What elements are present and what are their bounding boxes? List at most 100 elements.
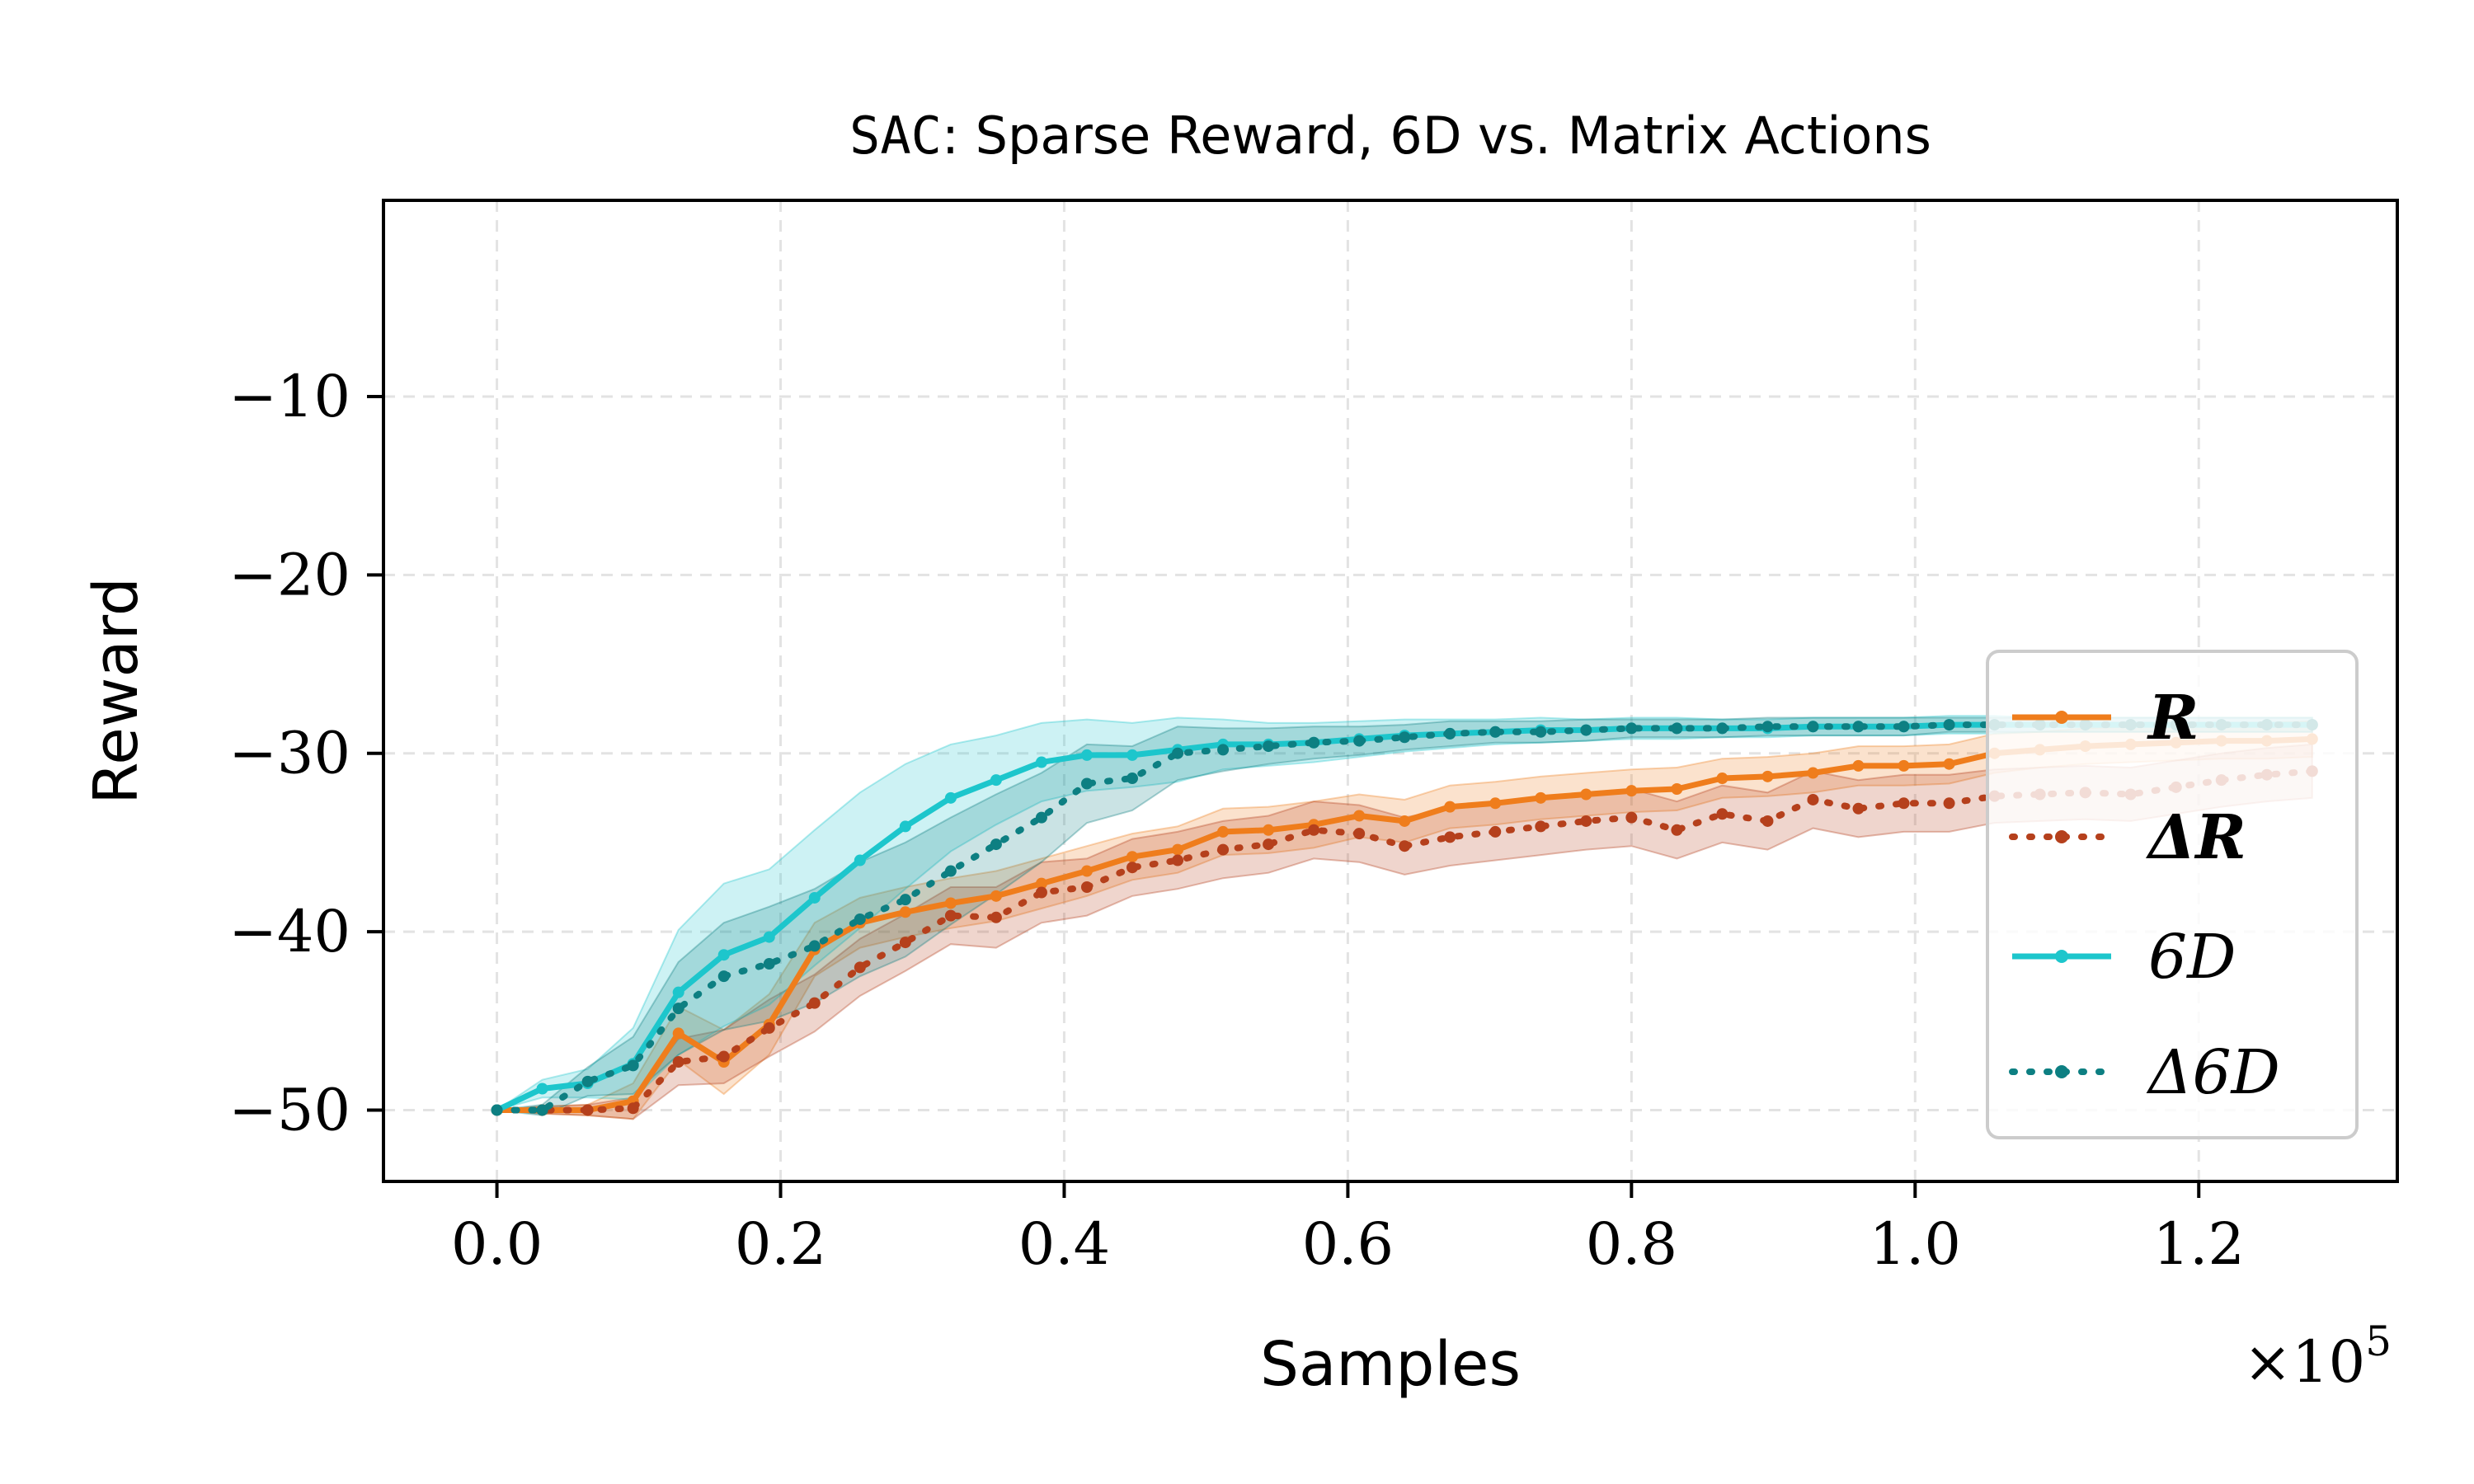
series-point-3 — [1126, 773, 1139, 785]
series-point-3 — [899, 894, 911, 906]
series-point-3 — [1172, 747, 1184, 759]
x-tick-label: 0.2 — [735, 1210, 826, 1278]
series-point-2 — [899, 820, 911, 833]
series-point-3 — [536, 1104, 548, 1116]
series-point-1 — [763, 1021, 775, 1034]
x-tick-label: 1.0 — [1870, 1210, 1961, 1278]
series-point-1 — [944, 909, 957, 922]
series-point-3 — [1943, 719, 1955, 731]
series-point-1 — [1852, 802, 1865, 815]
legend-marker-1 — [2055, 830, 2068, 843]
series-point-3 — [1580, 724, 1592, 736]
series-point-1 — [1263, 838, 1275, 851]
series-point-0 — [1217, 825, 1230, 838]
series-point-3 — [990, 838, 1002, 851]
legend-marker-3 — [2055, 1065, 2068, 1078]
y-axis-label: Reward — [81, 577, 152, 805]
series-point-0 — [672, 1027, 684, 1040]
series-point-2 — [854, 854, 866, 866]
series-point-3 — [627, 1059, 639, 1072]
series-point-3 — [944, 865, 957, 877]
series-point-3 — [1852, 721, 1865, 733]
x-axis-label: Samples — [1260, 1329, 1521, 1400]
series-point-0 — [1399, 815, 1411, 827]
series-point-1 — [1716, 808, 1729, 820]
series-point-0 — [1761, 770, 1774, 782]
series-point-0 — [1625, 785, 1638, 797]
legend-label-1: ΔR — [2145, 802, 2246, 873]
series-point-2 — [717, 949, 730, 961]
series-point-3 — [1444, 727, 1456, 740]
series-point-1 — [1535, 820, 1547, 833]
x-multiplier-exponent: 5 — [2365, 1317, 2392, 1365]
series-point-2 — [536, 1082, 548, 1095]
series-point-1 — [672, 1056, 684, 1068]
series-point-0 — [1716, 773, 1729, 785]
chart-title-rest: : Sparse Reward, 6D vs. Matrix Actions — [942, 106, 1931, 166]
y-tick-label: −40 — [228, 898, 350, 965]
series-point-0 — [1353, 810, 1366, 822]
x-multiplier: ×105 — [2243, 1317, 2392, 1396]
legend-box — [1986, 650, 2359, 1139]
series-point-1 — [1126, 862, 1139, 874]
y-tick-label: −20 — [228, 541, 350, 608]
y-tick-label: −50 — [228, 1076, 350, 1144]
series-point-1 — [990, 911, 1002, 923]
series-point-1 — [854, 961, 866, 974]
series-point-3 — [1898, 721, 1910, 733]
chart-title-prefix: SAC — [849, 106, 942, 166]
series-point-2 — [672, 986, 684, 998]
series-point-3 — [1035, 811, 1047, 824]
series-point-1 — [1172, 854, 1184, 866]
series-point-3 — [1716, 722, 1729, 735]
series-point-1 — [1399, 840, 1411, 852]
series-point-1 — [1761, 815, 1774, 827]
chart-title: SAC: Sparse Reward, 6D vs. Matrix Action… — [849, 106, 1931, 166]
series-point-3 — [491, 1104, 503, 1116]
series-point-0 — [899, 906, 911, 918]
x-tick-label: 0.8 — [1586, 1210, 1677, 1278]
series-point-1 — [1489, 825, 1502, 838]
series-point-2 — [1035, 756, 1047, 768]
series-point-0 — [1035, 877, 1047, 890]
series-point-2 — [763, 931, 775, 943]
series-point-1 — [1625, 811, 1638, 824]
legend-label-3: Δ6D — [2146, 1037, 2280, 1108]
x-tick-label: 0.6 — [1302, 1210, 1394, 1278]
legend-label-0: R — [2147, 683, 2199, 754]
series-point-3 — [1263, 740, 1275, 753]
series-point-3 — [672, 1003, 684, 1015]
legend-marker-2 — [2055, 950, 2068, 963]
series-point-3 — [1671, 722, 1683, 735]
series-point-2 — [944, 791, 957, 804]
series-point-2 — [990, 774, 1002, 787]
series-point-1 — [627, 1102, 639, 1115]
series-point-3 — [1353, 735, 1366, 747]
y-tick-label: −10 — [228, 363, 350, 430]
series-point-1 — [581, 1104, 594, 1116]
series-point-0 — [1535, 791, 1547, 804]
series-point-1 — [717, 1050, 730, 1063]
x-tick-label: 0.0 — [451, 1210, 543, 1278]
series-point-0 — [1807, 767, 1819, 779]
series-point-0 — [1898, 759, 1910, 772]
x-multiplier-base: ×10 — [2243, 1328, 2365, 1396]
series-point-1 — [1671, 824, 1683, 836]
series-point-0 — [1263, 824, 1275, 836]
series-point-1 — [808, 997, 821, 1009]
series-point-1 — [1308, 824, 1320, 836]
series-point-0 — [1080, 865, 1093, 877]
series-point-1 — [899, 937, 911, 949]
series-point-3 — [1535, 726, 1547, 738]
series-point-3 — [1080, 777, 1093, 790]
series-point-0 — [944, 897, 957, 909]
series-point-0 — [990, 890, 1002, 902]
series-point-3 — [1489, 726, 1502, 738]
tick-layer: 0.0 0.2 0.4 0.6 0.8 1.0 1.2 −10 −20 −30 −40 −50 — [228, 363, 2245, 1278]
series-point-1 — [1943, 797, 1955, 810]
series-point-1 — [1217, 843, 1230, 856]
series-point-3 — [808, 940, 821, 952]
series-point-1 — [1580, 815, 1592, 827]
